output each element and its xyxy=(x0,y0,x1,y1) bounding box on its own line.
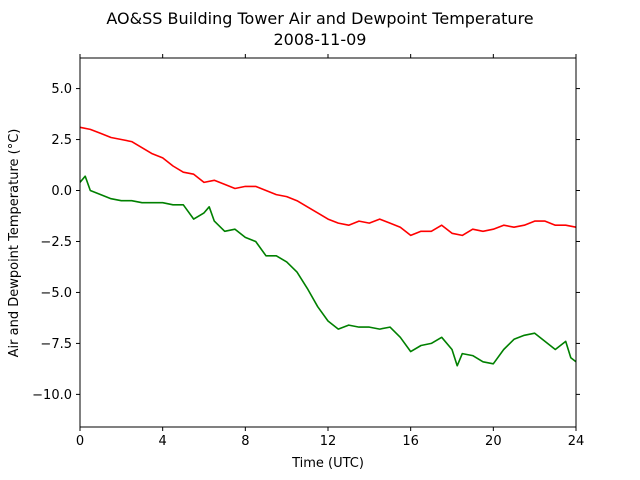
y-tick-label: −7.5 xyxy=(40,337,72,352)
y-axis: 5.0 2.5 0.0 −2.5 −5.0 −7.5 −10.0 xyxy=(32,82,580,403)
x-tick-label: 8 xyxy=(241,434,249,449)
x-axis: 0 4 8 12 16 20 24 xyxy=(76,54,584,449)
x-tick-label: 0 xyxy=(76,434,84,449)
y-tick-label: −5.0 xyxy=(40,286,72,301)
y-axis-label: Air and Dewpoint Temperature (°C) xyxy=(7,129,22,358)
x-tick-label: 16 xyxy=(402,434,419,449)
y-tick-label: 5.0 xyxy=(51,82,72,97)
x-tick-label: 24 xyxy=(568,434,585,449)
y-tick-label: 0.0 xyxy=(51,184,72,199)
x-tick-label: 4 xyxy=(159,434,167,449)
y-tick-label: −10.0 xyxy=(32,388,72,403)
x-tick-label: 20 xyxy=(485,434,502,449)
y-tick-label: 2.5 xyxy=(51,133,72,148)
series-line-2 xyxy=(79,175,577,367)
y-tick-label: −2.5 xyxy=(40,235,72,250)
plot-area xyxy=(79,126,577,367)
series-line-1 xyxy=(79,126,577,237)
chart-subtitle: 2008-11-09 xyxy=(274,30,367,49)
chart-title: AO&SS Building Tower Air and Dewpoint Te… xyxy=(106,9,533,28)
x-axis-label: Time (UTC) xyxy=(291,456,364,471)
axes-frame xyxy=(79,57,577,428)
x-tick-label: 12 xyxy=(320,434,337,449)
